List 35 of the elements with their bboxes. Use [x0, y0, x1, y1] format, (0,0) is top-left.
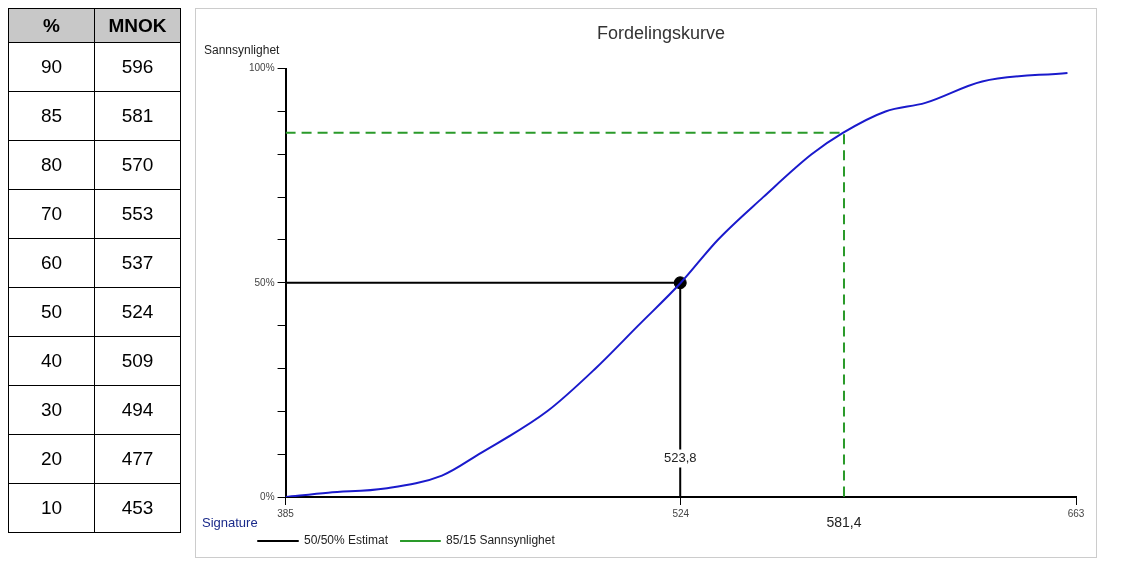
annotation: 523,8 [663, 450, 697, 466]
x-tick-label: 663 [1067, 507, 1085, 519]
text: 581 [94, 91, 181, 141]
text: 477 [94, 434, 181, 484]
text: MNOK [94, 8, 181, 43]
text: 30 [8, 385, 95, 435]
y-tick-label: 100% [249, 62, 275, 74]
text: 20 [8, 434, 95, 484]
text: 553 [94, 189, 181, 239]
legend-label: 85/15 Sannsynlighet [446, 533, 556, 548]
text: 524 [94, 287, 181, 337]
text: 80 [8, 140, 95, 190]
text: 509 [94, 336, 181, 386]
annotation: 581,4 [826, 513, 862, 530]
legend-label: 50/50% Estimat [304, 533, 389, 548]
text: 537 [94, 238, 181, 288]
text: 10 [8, 483, 95, 533]
text: 494 [94, 385, 181, 435]
text: 570 [94, 140, 181, 190]
text: 70 [8, 189, 95, 239]
x-tick-label: 524 [672, 507, 690, 519]
y-tick-label: 0% [260, 490, 275, 502]
text: 50 [8, 287, 95, 337]
text: 60 [8, 238, 95, 288]
text: 453 [94, 483, 181, 533]
text: 40 [8, 336, 95, 386]
y-tick-label: 50% [254, 276, 275, 288]
y-axis-title: Sannsynlighet [204, 42, 281, 57]
text: 85 [8, 91, 95, 141]
text: % [8, 8, 95, 43]
text: 596 [94, 42, 181, 92]
chart-title: Fordelingskurve [596, 22, 726, 43]
x-tick-label: 385 [277, 507, 295, 519]
text: 90 [8, 42, 95, 92]
x-axis-title: Signature [202, 515, 258, 531]
